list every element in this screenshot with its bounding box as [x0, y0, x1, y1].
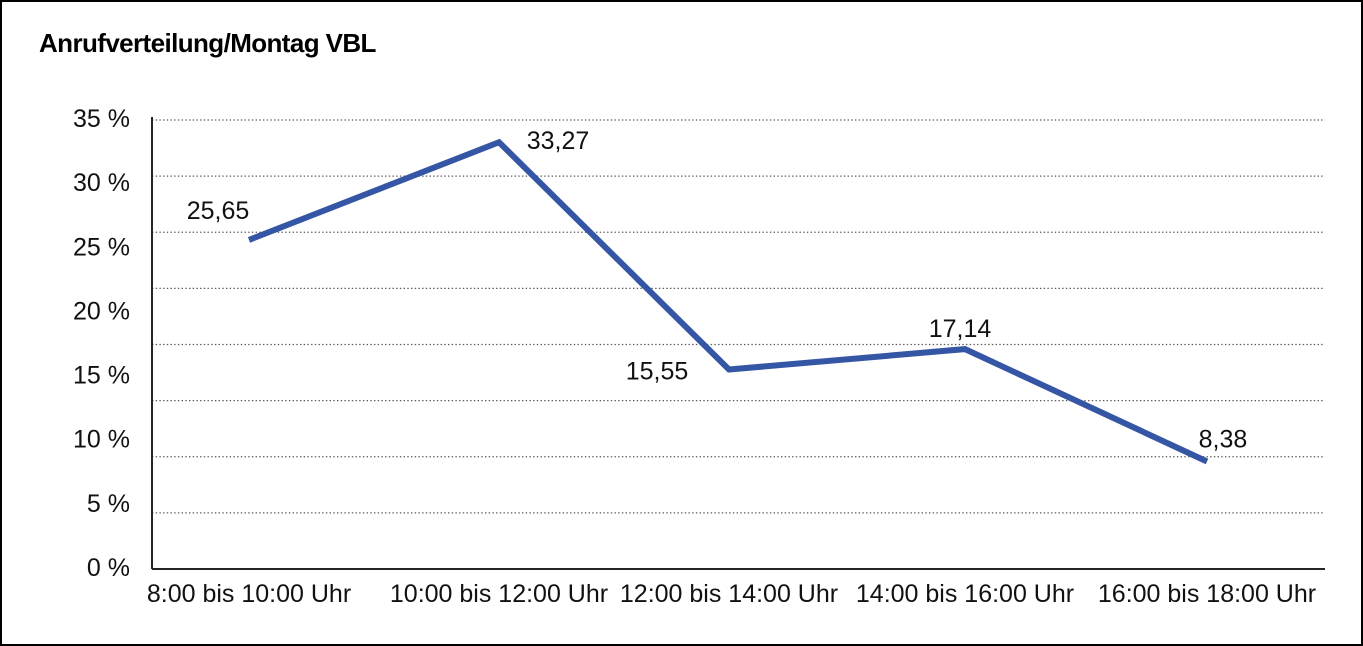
- y-tick-label: 20 %: [73, 297, 130, 325]
- y-tick-label: 15 %: [73, 362, 130, 390]
- x-tick-labels: 8:00 bis 10:00 Uhr 10:00 bis 12:00 Uhr 12:…: [147, 580, 1316, 608]
- x-tick-label: 12:00 bis 14:00 Uhr: [620, 580, 838, 608]
- y-gridlines: [152, 119, 1325, 514]
- data-point-label: 17,14: [929, 315, 992, 343]
- x-tick-label: 14:00 bis 16:00 Uhr: [856, 580, 1074, 608]
- y-tick-label: 10 %: [73, 426, 130, 454]
- value-labels: 25,65 33,27 15,55 17,14 8,38: [187, 127, 1248, 453]
- x-tick-label: 8:00 bis 10:00 Uhr: [147, 580, 351, 608]
- data-point-label: 15,55: [626, 358, 689, 386]
- y-tick-label: 30 %: [73, 169, 130, 197]
- y-tick-label: 5 %: [87, 490, 130, 518]
- chart-title: Anrufverteilung/Montag VBL: [39, 28, 376, 58]
- data-line-series: [247, 138, 1209, 465]
- data-point-label: 25,65: [187, 197, 250, 225]
- y-tick-label: 25 %: [73, 233, 130, 261]
- y-tick-label: 0 %: [87, 554, 130, 582]
- data-point-label: 8,38: [1199, 425, 1248, 453]
- x-tick-label: 10:00 bis 12:00 Uhr: [390, 580, 608, 608]
- y-tick-labels: 0 % 5 % 10 % 15 % 20 % 25 % 30 % 35 %: [73, 105, 130, 582]
- x-tick-label: 16:00 bis 18:00 Uhr: [1098, 580, 1316, 608]
- y-tick-label: 35 %: [73, 105, 130, 133]
- data-point-label: 33,27: [527, 127, 590, 155]
